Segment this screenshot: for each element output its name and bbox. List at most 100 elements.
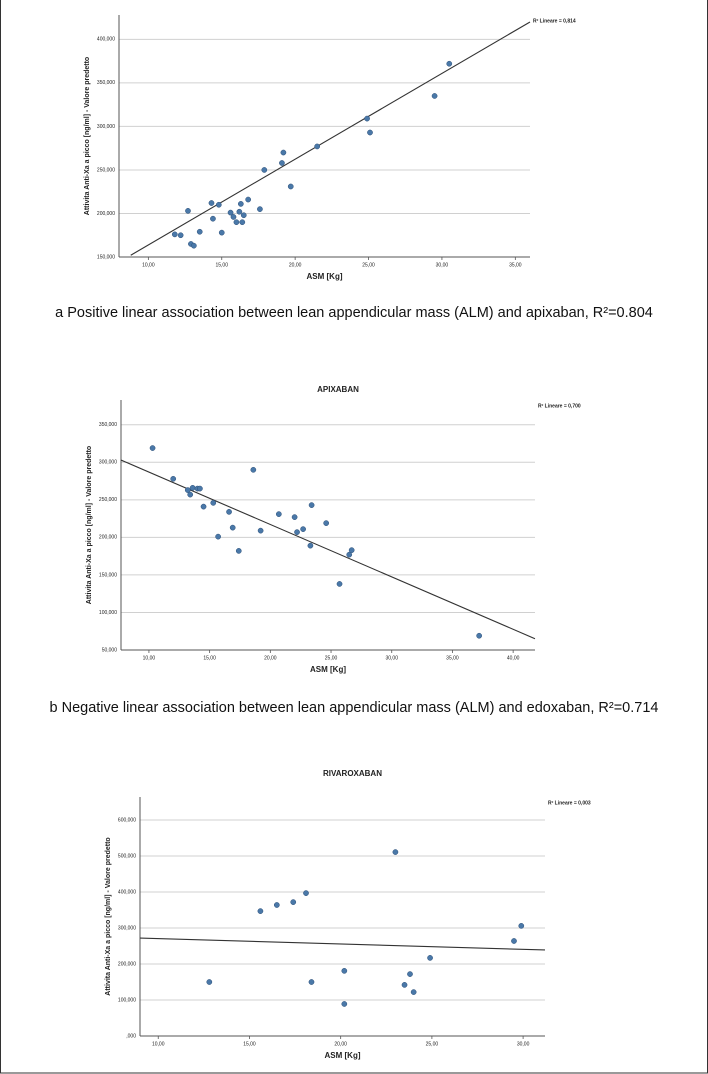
point — [410, 989, 417, 995]
point — [187, 491, 194, 498]
x-tick-label: 25,00 — [426, 1041, 439, 1047]
point — [215, 201, 222, 208]
y-tick-label: 500,000 — [118, 853, 136, 859]
point — [392, 849, 399, 855]
y-axis-label: Attivita Anti-Xa a picco [ng/ml] - Valor… — [86, 446, 93, 604]
point — [294, 529, 300, 535]
y-tick-label: 150,000 — [97, 254, 115, 260]
point — [427, 955, 433, 961]
y-tick-label: 200,000 — [118, 961, 136, 967]
x-tick-label: 40,00 — [507, 655, 520, 661]
point — [336, 581, 343, 587]
r2-annotation: R² Lineare = 0,003 — [548, 800, 591, 806]
point — [401, 982, 408, 988]
point — [184, 487, 191, 493]
point — [197, 485, 203, 492]
point — [210, 215, 216, 222]
x-tick-label: 20,00 — [264, 655, 277, 661]
point — [235, 548, 242, 554]
x-tick-label: 30,00 — [385, 655, 398, 661]
point — [275, 511, 282, 517]
y-tick-label: ,000 — [126, 1033, 136, 1039]
chart-title: APIXABAN — [317, 385, 359, 394]
point — [273, 902, 280, 908]
chart-title: RIVAROXABAN — [323, 769, 382, 778]
point — [206, 979, 213, 985]
point — [431, 93, 438, 99]
fit-line — [130, 21, 531, 256]
point — [227, 209, 234, 216]
point — [233, 219, 240, 226]
point — [257, 206, 263, 212]
y-tick-label: 600,000 — [118, 817, 136, 823]
y-tick-label: 200,000 — [97, 211, 115, 217]
y-tick-label: 200,000 — [99, 535, 117, 541]
y-tick-label: 350,000 — [97, 80, 115, 86]
point — [245, 196, 252, 203]
point — [279, 160, 285, 166]
x-tick-label: 10,00 — [152, 1041, 165, 1047]
x-axis-label: ASM [Kg] — [307, 272, 343, 281]
r2-annotation: R² Lineare = 0,700 — [538, 403, 581, 409]
point — [290, 899, 297, 905]
point — [348, 547, 355, 554]
point — [177, 232, 184, 239]
point — [446, 60, 453, 67]
point — [257, 908, 264, 914]
x-axis-label: ASM [Kg] — [310, 665, 346, 674]
point — [229, 524, 236, 531]
point — [215, 533, 221, 540]
x-tick-label: 10,00 — [142, 262, 155, 268]
fit-line — [120, 459, 536, 640]
point — [171, 231, 178, 238]
point — [308, 979, 315, 985]
x-tick-label: 15,00 — [203, 655, 216, 661]
y-tick-label: 300,000 — [97, 124, 115, 130]
x-tick-label: 20,00 — [334, 1041, 347, 1047]
point — [364, 115, 370, 122]
x-tick-label: 35,00 — [446, 655, 459, 661]
point — [307, 542, 314, 549]
point — [189, 484, 196, 491]
point — [149, 445, 156, 451]
y-tick-label: 50,000 — [102, 647, 118, 653]
y-axis-label: Attivita Anti-Xa a picco [ng/ml] - Valor… — [105, 837, 112, 995]
y-tick-label: 400,000 — [97, 37, 115, 43]
point — [257, 527, 264, 534]
point — [341, 1001, 348, 1007]
y-tick-label: 100,000 — [118, 997, 136, 1003]
y-tick-label: 250,000 — [97, 167, 115, 173]
r2-annotation: R² Lineare = 0,814 — [533, 18, 576, 24]
x-tick-label: 25,00 — [362, 262, 375, 268]
point — [200, 503, 207, 510]
x-tick-label: 30,00 — [517, 1041, 530, 1047]
x-tick-label: 25,00 — [325, 655, 338, 661]
point — [218, 229, 225, 236]
x-tick-label: 35,00 — [509, 262, 522, 268]
point — [226, 509, 232, 515]
point — [208, 200, 215, 206]
x-axis-label: ASM [Kg] — [325, 1051, 361, 1060]
point — [346, 551, 353, 558]
point — [303, 890, 309, 896]
point — [300, 526, 306, 532]
point — [230, 214, 237, 220]
x-tick-label: 15,00 — [215, 262, 228, 268]
point — [170, 475, 177, 482]
caption: a Positive linear association between le… — [55, 305, 653, 321]
point — [196, 228, 203, 235]
point — [250, 466, 257, 473]
point — [280, 149, 287, 156]
y-tick-label: 300,000 — [118, 925, 136, 931]
point — [323, 520, 330, 526]
y-tick-label: 300,000 — [99, 460, 117, 466]
point — [518, 923, 525, 929]
x-tick-label: 30,00 — [436, 262, 449, 268]
point — [210, 500, 217, 506]
point — [261, 167, 268, 173]
point — [314, 143, 321, 150]
y-tick-label: 350,000 — [99, 422, 117, 428]
y-tick-label: 100,000 — [99, 610, 117, 616]
point — [511, 938, 517, 944]
